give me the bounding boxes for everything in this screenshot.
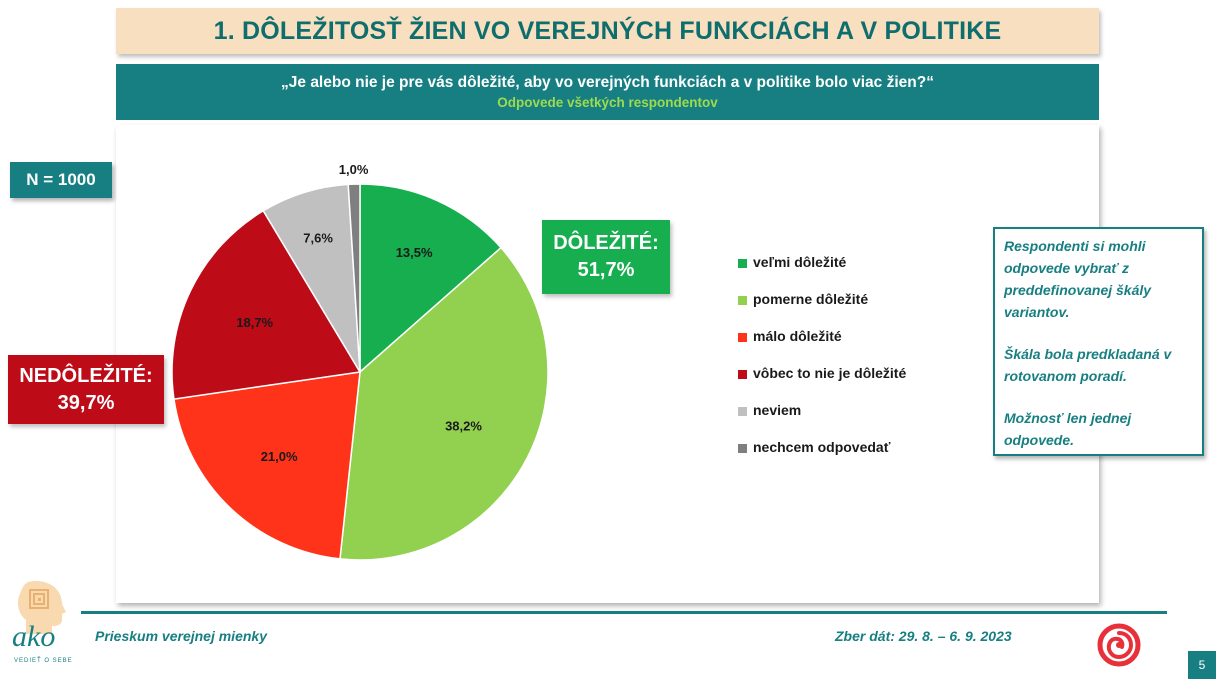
legend-label: pomerne dôležité — [753, 291, 869, 307]
legend-item: pomerne dôležité — [738, 291, 906, 328]
legend-label: nechcem odpovedať — [753, 439, 891, 455]
pie-slice-label: 13,5% — [396, 245, 433, 260]
legend-item: málo dôležité — [738, 328, 906, 365]
pie-slice-label: 7,6% — [303, 230, 333, 245]
legend-swatch — [738, 259, 747, 268]
unimportant-total-box: NEDÔLEŽITÉ: 39,7% — [8, 355, 164, 424]
pie-slice — [171, 209, 362, 400]
note-paragraph-3: Možnosť len jednej odpovede. — [1004, 410, 1132, 448]
legend-swatch — [738, 333, 747, 342]
legend-item: vôbec to nie je dôležité — [738, 365, 906, 402]
legend-swatch — [738, 407, 747, 416]
pie-slice-label: 21,0% — [261, 449, 298, 464]
pie-slice-label: 38,2% — [445, 419, 482, 434]
footer-collection-dates: Zber dát: 29. 8. – 6. 9. 2023 — [835, 628, 1012, 644]
footer-divider — [81, 611, 1167, 614]
legend-item: veľmi dôležité — [738, 254, 906, 291]
important-total-box: DÔLEŽITÉ: 51,7% — [542, 220, 670, 294]
pie-slice — [173, 371, 361, 560]
pie-slice-label: 1,0% — [339, 162, 369, 177]
slide-title-box: 1. DÔLEŽITOSŤ ŽIEN VO VEREJNÝCH FUNKCIÁC… — [116, 8, 1099, 54]
note-paragraph-1: Respondenti si mohli odpovede vybrať z p… — [1004, 238, 1152, 320]
legend-label: málo dôležité — [753, 328, 842, 344]
sample-size-badge: N = 1000 — [10, 162, 112, 198]
legend-swatch — [738, 370, 747, 379]
important-total-label: DÔLEŽITÉ: — [553, 232, 659, 254]
slide-title: 1. DÔLEŽITOSŤ ŽIEN VO VEREJNÝCH FUNKCIÁC… — [213, 16, 1002, 45]
note-paragraph-2: Škála bola predkladaná v rotovanom porad… — [1004, 346, 1172, 384]
legend-swatch — [738, 444, 747, 453]
important-total-value: 51,7% — [577, 259, 635, 281]
legend-item: neviem — [738, 402, 906, 439]
legend-label: vôbec to nie je dôležité — [753, 365, 907, 381]
survey-subtitle: Odpovede všetkých respondentov — [497, 95, 718, 110]
legend-swatch — [738, 296, 747, 305]
question-banner: „Je alebo nie je pre vás dôležité, aby v… — [116, 64, 1099, 120]
pie-slice — [339, 246, 549, 561]
legend-label: veľmi dôležité — [753, 254, 847, 270]
ako-logo-tagline: VEDIEŤ O SEBE — [14, 658, 73, 664]
ako-logo-icon — [18, 580, 66, 634]
ako-logo-text: ako — [12, 620, 56, 653]
pie-slice — [359, 183, 503, 374]
legend-label: neviem — [753, 402, 802, 418]
unimportant-total-label: NEDÔLEŽITÉ: — [19, 364, 153, 387]
chart-legend: veľmi dôležité pomerne dôležité málo dôlež… — [738, 254, 906, 476]
unimportant-total-value: 39,7% — [57, 391, 115, 414]
legend-item: nechcem odpovedať — [738, 439, 906, 476]
pie-slice — [347, 183, 361, 373]
page-number: 5 — [1188, 651, 1216, 679]
methodology-note: Respondenti si mohli odpovede vybrať z p… — [993, 227, 1204, 456]
footer-survey-name: Prieskum verejnej mienky — [95, 628, 267, 644]
survey-question: „Je alebo nie je pre vás dôležité, aby v… — [281, 74, 934, 91]
swirl-logo-icon — [1097, 623, 1141, 667]
pie-slice-label: 18,7% — [236, 315, 273, 330]
